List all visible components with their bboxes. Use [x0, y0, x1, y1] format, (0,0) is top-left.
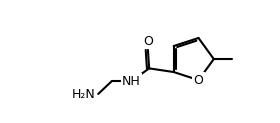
Text: H₂N: H₂N	[71, 88, 95, 101]
Text: O: O	[193, 74, 204, 87]
Text: NH: NH	[122, 75, 141, 88]
Text: O: O	[143, 35, 153, 48]
